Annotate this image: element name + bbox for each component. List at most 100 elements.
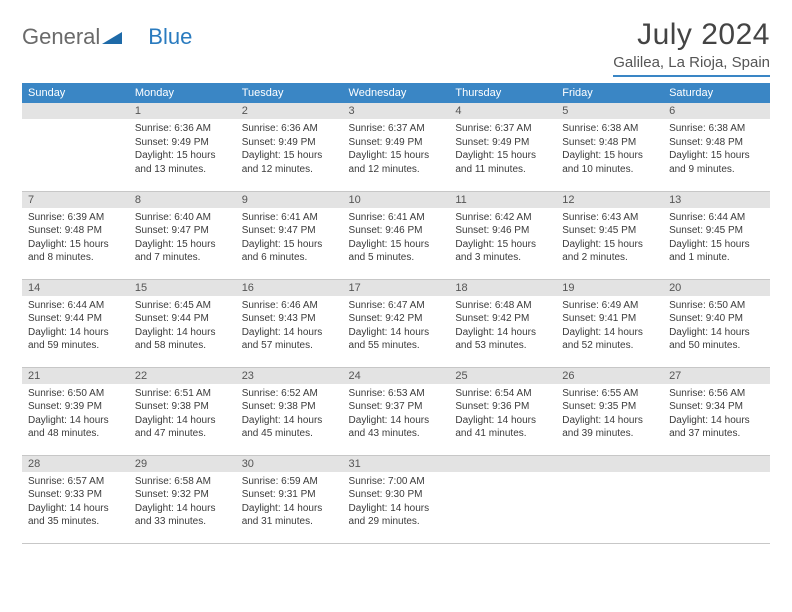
day-line: Sunset: 9:39 PM	[28, 400, 123, 414]
day-line: Sunset: 9:46 PM	[455, 224, 550, 238]
day-line: Sunrise: 6:50 AM	[28, 387, 123, 401]
day-line: Sunset: 9:41 PM	[562, 312, 657, 326]
logo-text-general: General	[22, 24, 100, 50]
day-line: and 31 minutes.	[242, 515, 337, 529]
calendar-day-cell: 26Sunrise: 6:55 AMSunset: 9:35 PMDayligh…	[556, 367, 663, 455]
calendar-day-cell: 8Sunrise: 6:40 AMSunset: 9:47 PMDaylight…	[129, 191, 236, 279]
day-number-empty	[663, 456, 770, 472]
day-line: Daylight: 14 hours	[349, 414, 444, 428]
day-line: Sunset: 9:31 PM	[242, 488, 337, 502]
day-line: Sunset: 9:46 PM	[349, 224, 444, 238]
day-body: Sunrise: 6:40 AMSunset: 9:47 PMDaylight:…	[129, 208, 236, 267]
day-line: Sunrise: 6:47 AM	[349, 299, 444, 313]
day-line: Sunrise: 6:50 AM	[669, 299, 764, 313]
day-line: Sunrise: 6:56 AM	[669, 387, 764, 401]
calendar-day-cell: 1Sunrise: 6:36 AMSunset: 9:49 PMDaylight…	[129, 103, 236, 191]
day-line: Sunrise: 6:42 AM	[455, 211, 550, 225]
day-line: Sunset: 9:33 PM	[28, 488, 123, 502]
day-body: Sunrise: 6:53 AMSunset: 9:37 PMDaylight:…	[343, 384, 450, 443]
day-body: Sunrise: 6:36 AMSunset: 9:49 PMDaylight:…	[236, 119, 343, 178]
day-body: Sunrise: 6:45 AMSunset: 9:44 PMDaylight:…	[129, 296, 236, 355]
day-line: Sunrise: 6:38 AM	[562, 122, 657, 136]
day-number: 27	[663, 368, 770, 384]
day-body: Sunrise: 6:49 AMSunset: 9:41 PMDaylight:…	[556, 296, 663, 355]
day-body	[663, 472, 770, 477]
day-line: and 12 minutes.	[349, 163, 444, 177]
day-body: Sunrise: 6:39 AMSunset: 9:48 PMDaylight:…	[22, 208, 129, 267]
day-number: 14	[22, 280, 129, 296]
calendar-day-cell: 2Sunrise: 6:36 AMSunset: 9:49 PMDaylight…	[236, 103, 343, 191]
day-number: 19	[556, 280, 663, 296]
day-line: Sunrise: 6:45 AM	[135, 299, 230, 313]
day-body: Sunrise: 6:37 AMSunset: 9:49 PMDaylight:…	[449, 119, 556, 178]
calendar-day-cell: 23Sunrise: 6:52 AMSunset: 9:38 PMDayligh…	[236, 367, 343, 455]
day-line: Daylight: 14 hours	[455, 326, 550, 340]
day-line: and 3 minutes.	[455, 251, 550, 265]
day-body: Sunrise: 6:43 AMSunset: 9:45 PMDaylight:…	[556, 208, 663, 267]
day-line: and 59 minutes.	[28, 339, 123, 353]
day-line: and 52 minutes.	[562, 339, 657, 353]
day-number: 8	[129, 192, 236, 208]
logo-text-blue: Blue	[148, 24, 192, 50]
calendar-day-cell: 11Sunrise: 6:42 AMSunset: 9:46 PMDayligh…	[449, 191, 556, 279]
day-number: 3	[343, 103, 450, 119]
calendar-week-row: 1Sunrise: 6:36 AMSunset: 9:49 PMDaylight…	[22, 103, 770, 191]
day-line: Daylight: 14 hours	[135, 502, 230, 516]
day-number-empty	[556, 456, 663, 472]
calendar-day-cell: 18Sunrise: 6:48 AMSunset: 9:42 PMDayligh…	[449, 279, 556, 367]
day-body: Sunrise: 7:00 AMSunset: 9:30 PMDaylight:…	[343, 472, 450, 531]
day-line: and 12 minutes.	[242, 163, 337, 177]
day-line: and 9 minutes.	[669, 163, 764, 177]
day-body: Sunrise: 6:59 AMSunset: 9:31 PMDaylight:…	[236, 472, 343, 531]
day-line: Daylight: 15 hours	[562, 238, 657, 252]
calendar-day-cell: 17Sunrise: 6:47 AMSunset: 9:42 PMDayligh…	[343, 279, 450, 367]
day-number: 23	[236, 368, 343, 384]
day-line: Sunset: 9:40 PM	[669, 312, 764, 326]
day-line: Sunrise: 6:51 AM	[135, 387, 230, 401]
day-body: Sunrise: 6:47 AMSunset: 9:42 PMDaylight:…	[343, 296, 450, 355]
day-line: Sunrise: 6:41 AM	[242, 211, 337, 225]
day-line: Sunset: 9:49 PM	[455, 136, 550, 150]
day-line: Daylight: 15 hours	[349, 238, 444, 252]
calendar-table: SundayMondayTuesdayWednesdayThursdayFrid…	[22, 83, 770, 544]
day-body: Sunrise: 6:44 AMSunset: 9:44 PMDaylight:…	[22, 296, 129, 355]
day-line: Daylight: 14 hours	[28, 502, 123, 516]
day-line: Sunrise: 6:41 AM	[349, 211, 444, 225]
day-number: 25	[449, 368, 556, 384]
weekday-header: Saturday	[663, 83, 770, 103]
day-line: Sunrise: 6:57 AM	[28, 475, 123, 489]
day-number: 18	[449, 280, 556, 296]
day-line: Sunrise: 6:55 AM	[562, 387, 657, 401]
day-line: Sunset: 9:48 PM	[28, 224, 123, 238]
day-line: Daylight: 14 hours	[242, 502, 337, 516]
day-line: Daylight: 15 hours	[135, 238, 230, 252]
day-line: Sunset: 9:49 PM	[349, 136, 444, 150]
day-line: Sunset: 9:47 PM	[135, 224, 230, 238]
day-number: 29	[129, 456, 236, 472]
day-line: Daylight: 14 hours	[349, 326, 444, 340]
day-body: Sunrise: 6:41 AMSunset: 9:46 PMDaylight:…	[343, 208, 450, 267]
day-line: Daylight: 14 hours	[669, 326, 764, 340]
day-line: and 11 minutes.	[455, 163, 550, 177]
page-subtitle: Galilea, La Rioja, Spain	[613, 54, 770, 77]
day-number: 22	[129, 368, 236, 384]
calendar-day-cell: 6Sunrise: 6:38 AMSunset: 9:48 PMDaylight…	[663, 103, 770, 191]
day-line: Daylight: 14 hours	[562, 414, 657, 428]
day-body: Sunrise: 6:36 AMSunset: 9:49 PMDaylight:…	[129, 119, 236, 178]
day-number: 10	[343, 192, 450, 208]
day-line: Sunrise: 6:37 AM	[349, 122, 444, 136]
day-line: and 58 minutes.	[135, 339, 230, 353]
day-line: Daylight: 15 hours	[562, 149, 657, 163]
calendar-day-cell	[22, 103, 129, 191]
calendar-day-cell: 25Sunrise: 6:54 AMSunset: 9:36 PMDayligh…	[449, 367, 556, 455]
calendar-day-cell: 12Sunrise: 6:43 AMSunset: 9:45 PMDayligh…	[556, 191, 663, 279]
day-body: Sunrise: 6:55 AMSunset: 9:35 PMDaylight:…	[556, 384, 663, 443]
day-line: Sunset: 9:30 PM	[349, 488, 444, 502]
calendar-day-cell: 22Sunrise: 6:51 AMSunset: 9:38 PMDayligh…	[129, 367, 236, 455]
day-line: Daylight: 14 hours	[669, 414, 764, 428]
day-line: Sunset: 9:45 PM	[669, 224, 764, 238]
day-line: and 6 minutes.	[242, 251, 337, 265]
day-line: Sunrise: 6:58 AM	[135, 475, 230, 489]
weekday-header: Tuesday	[236, 83, 343, 103]
day-line: Sunset: 9:47 PM	[242, 224, 337, 238]
